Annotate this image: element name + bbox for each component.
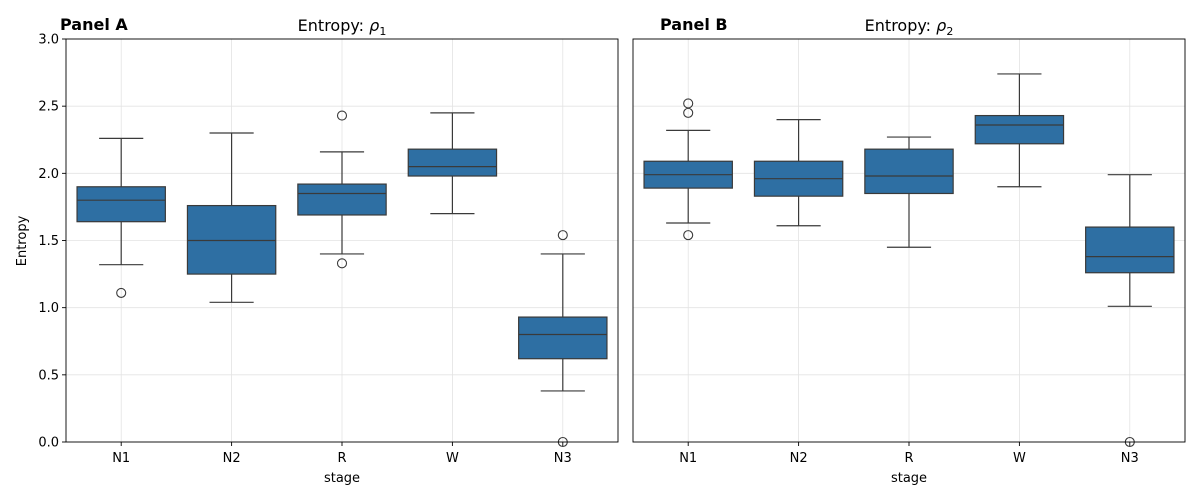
panel-b-box-n2	[753, 118, 844, 227]
panel-a-y-tick-label: 2.0	[38, 167, 59, 182]
panel-a-title: Entropy: ρ1	[298, 16, 387, 38]
panel-b-x-tick-label: W	[1013, 451, 1026, 466]
panel-a-y-tick-label: 2.5	[38, 100, 59, 115]
panel-b-x-axis-label: stage	[891, 471, 927, 486]
panel-b-boxes	[643, 73, 1175, 448]
outlier-point	[683, 230, 694, 241]
panel-b-title-symbol: ρ	[936, 16, 946, 35]
outlier-point	[557, 230, 568, 241]
panel-b-box-w	[974, 73, 1065, 188]
panel-b-box-r	[864, 136, 954, 248]
iqr-box	[407, 148, 498, 177]
panel-a-axes: N1 N2 R W N3 0.0 0.5 1.0 1.5 2.0 2.5 3.0	[38, 33, 571, 467]
panel-b-box-n1	[643, 98, 733, 241]
panel-a-x-tick-label: N3	[554, 451, 572, 466]
panel-a-box-n1	[76, 137, 166, 298]
iqr-box	[518, 316, 608, 360]
panel-a-title-subscript: 1	[379, 25, 386, 38]
panel-a-box-w	[407, 112, 498, 215]
panel-a-label: Panel A	[60, 15, 128, 34]
panel-b-x-tick-label: N1	[679, 451, 697, 466]
iqr-box	[76, 186, 166, 223]
panel-a-y-tick-label: 3.0	[38, 33, 59, 48]
panel-a-y-axis-label: Entropy	[15, 215, 30, 266]
iqr-box	[297, 183, 387, 216]
panel-b-box-n3	[1085, 174, 1175, 448]
panel-a-y-tick-label: 1.0	[38, 301, 59, 316]
outlier-point	[336, 110, 348, 121]
panel-b-title: Entropy: ρ2	[865, 16, 954, 38]
iqr-box	[186, 204, 277, 275]
panel-a-x-tick-label: R	[337, 451, 346, 466]
panel-b-x-tick-label: N3	[1121, 451, 1139, 466]
panel-a-x-tick-label: W	[446, 451, 459, 466]
panel-a-y-tick-label: 0.0	[38, 436, 59, 451]
panel-a-boxes	[76, 110, 608, 448]
panel-b-title-subscript: 2	[946, 25, 953, 38]
panel-a: Panel A Entropy: ρ1 N1 N2 R W N3 0.0 0.5 1.0 1.5…	[15, 15, 619, 486]
panel-b: Panel B Entropy: ρ2 N1 N2 R W N3 stage	[632, 15, 1186, 486]
panel-b-x-tick-label: R	[904, 451, 913, 466]
panel-a-y-tick-label: 0.5	[38, 368, 59, 383]
outlier-point	[683, 98, 694, 109]
iqr-box	[1085, 226, 1175, 274]
panel-a-y-tick-label: 1.5	[38, 234, 59, 249]
panel-b-title-text: Entropy:	[865, 16, 936, 35]
outlier-point	[336, 258, 348, 269]
panel-a-box-r	[297, 110, 387, 269]
panel-a-x-axis-label: stage	[324, 471, 360, 486]
panel-a-x-tick-label: N1	[112, 451, 130, 466]
panel-a-box-n3	[518, 230, 608, 448]
panel-b-x-tick-label: N2	[790, 451, 808, 466]
panel-a-box-n2	[186, 132, 277, 303]
panel-b-label: Panel B	[660, 15, 728, 34]
panel-a-title-symbol: ρ	[369, 16, 379, 35]
outlier-point	[116, 287, 127, 298]
panel-a-x-tick-label: N2	[223, 451, 241, 466]
panel-a-title-text: Entropy:	[298, 16, 369, 35]
panel-b-axes: N1 N2 R W N3	[679, 442, 1139, 466]
iqr-box	[974, 114, 1065, 145]
iqr-box	[864, 148, 954, 195]
